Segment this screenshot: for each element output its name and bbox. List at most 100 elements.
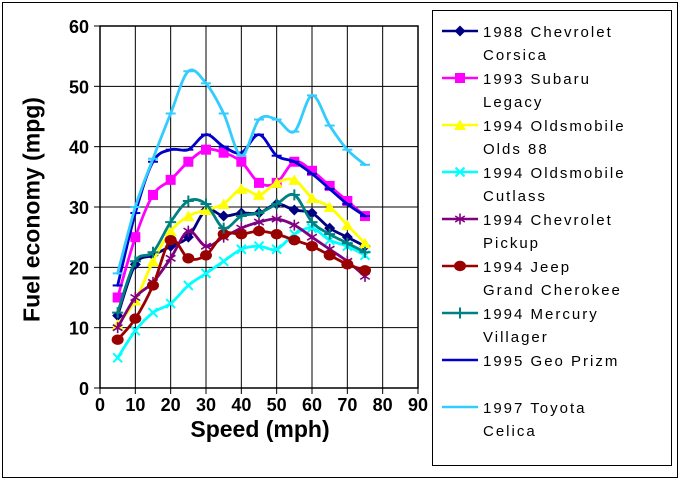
marker-circle — [454, 260, 466, 272]
marker-diamond — [341, 231, 353, 243]
marker-triangle — [147, 255, 159, 267]
legend-marker-dash-icon — [441, 350, 483, 373]
marker-plus — [341, 237, 353, 249]
marker-plus — [324, 228, 336, 240]
legend-marker-asterisk-icon — [441, 209, 483, 232]
marker-plus — [200, 198, 212, 210]
marker-x — [183, 280, 194, 291]
marker-asterisk — [112, 322, 123, 334]
marker-square — [254, 177, 264, 188]
marker-square — [201, 144, 211, 155]
series-1995-geo-prizm — [112, 133, 370, 287]
x-tick-label: 0 — [95, 395, 105, 415]
series-1997-toyota-celica — [112, 68, 370, 275]
marker-circle — [164, 234, 177, 246]
legend-item-1994-chevrolet-pickup: 1994 Chevrolet Pickup — [441, 209, 669, 256]
marker-asterisk — [200, 240, 212, 252]
x-tick-label: 50 — [267, 395, 287, 415]
marker-diamond — [288, 204, 300, 216]
legend-item-1994-oldsmobile-olds-88: 1994 Oldsmobile Olds 88 — [441, 115, 669, 162]
marker-triangle — [288, 174, 301, 185]
marker-asterisk — [306, 231, 318, 243]
y-tick-label: 50 — [69, 77, 89, 97]
marker-circle — [288, 234, 301, 246]
marker-square — [183, 156, 194, 167]
series-1994-jeep-grand-cherokee — [111, 225, 371, 345]
marker-square — [148, 189, 158, 200]
x-tick-label: 10 — [125, 395, 145, 415]
marker-square — [165, 174, 176, 185]
marker-circle — [217, 228, 230, 240]
marker-plus — [182, 195, 194, 207]
marker-plus — [218, 222, 230, 234]
marker-circle — [235, 228, 248, 240]
marker-x — [130, 325, 141, 336]
marker-x — [454, 166, 466, 178]
y-tick-label: 10 — [69, 319, 89, 339]
marker-x — [236, 244, 247, 255]
marker-plus — [253, 207, 265, 219]
marker-triangle — [454, 119, 466, 130]
marker-plus — [288, 189, 300, 201]
marker-asterisk — [289, 219, 300, 231]
plot-frame — [99, 25, 419, 389]
marker-diamond — [218, 210, 230, 222]
legend: 1988 Chevrolet Corsica 1993 Subaru Legacy… — [432, 10, 672, 466]
marker-x — [253, 241, 265, 252]
marker-square — [307, 165, 317, 176]
marker-x — [165, 298, 176, 309]
marker-x — [218, 256, 229, 267]
legend-marker-square-icon — [441, 68, 483, 91]
marker-circle — [323, 250, 336, 261]
legend-label: 1994 Mercury Villager — [483, 306, 599, 346]
marker-square — [342, 195, 353, 206]
marker-asterisk — [165, 252, 176, 264]
marker-plus — [271, 198, 283, 210]
x-tick-label: 80 — [373, 395, 393, 415]
marker-asterisk — [183, 225, 194, 237]
y-tick-label: 20 — [69, 258, 89, 278]
legend-label: 1997 Toyota Celica — [483, 400, 587, 440]
marker-diamond — [324, 222, 336, 234]
marker-triangle — [164, 225, 177, 237]
marker-plus — [165, 216, 177, 228]
x-axis-title: Speed (mph) — [190, 416, 330, 442]
marker-plus — [306, 216, 318, 228]
series-1994-mercury-villager — [112, 189, 371, 319]
marker-circle — [341, 259, 354, 270]
marker-circle — [182, 253, 195, 264]
marker-x — [271, 244, 282, 255]
legend-item-1994-mercury-villager: 1994 Mercury Villager — [441, 303, 669, 350]
marker-circle — [270, 228, 283, 240]
legend-item-1993-subaru-legacy: 1993 Subaru Legacy — [441, 68, 669, 115]
marker-square — [236, 156, 247, 167]
y-tick-label: 0 — [79, 379, 89, 399]
legend-marker-x-icon — [441, 162, 483, 185]
marker-triangle — [270, 177, 283, 188]
legend-marker-circle-icon — [441, 256, 483, 279]
marker-plus — [112, 307, 124, 319]
legend-marker-triangle-icon — [441, 115, 483, 138]
marker-circle — [129, 313, 142, 324]
x-tick-label: 90 — [408, 395, 428, 415]
legend-label: 1994 Oldsmobile Cutlass — [483, 165, 626, 205]
marker-triangle — [341, 219, 354, 231]
marker-square — [324, 180, 335, 191]
marker-triangle — [182, 210, 195, 222]
legend-label: 1994 Oldsmobile Olds 88 — [483, 118, 626, 158]
marker-plus — [129, 255, 141, 267]
legend-label: 1993 Subaru Legacy — [483, 71, 591, 111]
marker-square — [112, 292, 123, 303]
marker-circle — [147, 280, 159, 291]
legend-item-1997-toyota-celica: 1997 Toyota Celica — [441, 397, 669, 444]
x-tick-label: 40 — [231, 395, 251, 415]
marker-circle — [359, 265, 371, 276]
marker-triangle — [217, 198, 230, 209]
marker-circle — [200, 250, 212, 261]
legend-label: 1994 Chevrolet Pickup — [483, 212, 613, 252]
marker-circle — [111, 334, 124, 345]
legend-marker-diamond-icon — [441, 21, 483, 44]
marker-square — [130, 232, 141, 243]
